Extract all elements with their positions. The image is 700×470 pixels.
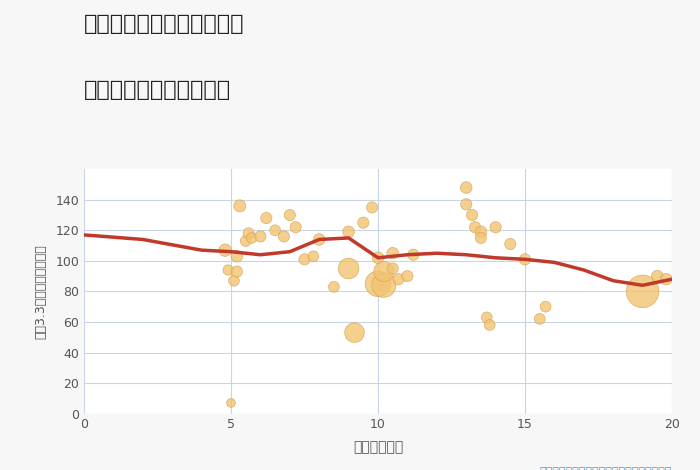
- Point: [220, 246, 231, 254]
- Point: [279, 233, 290, 240]
- Point: [231, 252, 242, 260]
- Point: [475, 234, 486, 242]
- Point: [378, 268, 389, 275]
- Point: [231, 268, 242, 275]
- Point: [484, 321, 496, 329]
- Point: [255, 233, 266, 240]
- Point: [481, 313, 492, 321]
- Point: [349, 329, 360, 337]
- Point: [661, 275, 672, 283]
- Point: [328, 283, 339, 290]
- Point: [637, 288, 648, 295]
- Point: [470, 223, 481, 231]
- Text: 福岡県福岡市西区下山門の: 福岡県福岡市西区下山門の: [84, 14, 244, 34]
- Point: [234, 202, 246, 210]
- Point: [228, 277, 239, 284]
- Text: 円の大きさは、取引のあった物件面積を示す: 円の大きさは、取引のあった物件面積を示す: [540, 467, 672, 470]
- Point: [314, 235, 325, 243]
- Point: [378, 282, 389, 289]
- Point: [461, 184, 472, 191]
- Point: [393, 275, 404, 283]
- Point: [372, 254, 384, 261]
- Point: [652, 272, 663, 280]
- Point: [475, 228, 486, 235]
- Point: [466, 211, 477, 219]
- Point: [402, 272, 413, 280]
- Point: [240, 237, 251, 245]
- Point: [461, 201, 472, 208]
- Point: [246, 234, 257, 242]
- Y-axis label: 坪（3.3㎡）単価（万円）: 坪（3.3㎡）単価（万円）: [34, 244, 47, 339]
- Point: [343, 228, 354, 235]
- Point: [534, 315, 545, 322]
- Point: [372, 280, 384, 288]
- Point: [270, 227, 281, 234]
- Point: [225, 399, 237, 407]
- Point: [519, 256, 531, 263]
- Point: [540, 303, 551, 310]
- X-axis label: 駅距離（分）: 駅距離（分）: [353, 440, 403, 454]
- Point: [243, 229, 254, 237]
- Point: [223, 266, 234, 274]
- Point: [284, 211, 295, 219]
- Point: [367, 204, 378, 211]
- Point: [358, 219, 369, 227]
- Point: [490, 223, 501, 231]
- Point: [290, 223, 301, 231]
- Point: [308, 252, 319, 260]
- Point: [407, 251, 419, 258]
- Point: [387, 250, 398, 257]
- Point: [387, 265, 398, 272]
- Text: 駅距離別中古戸建て価格: 駅距離別中古戸建て価格: [84, 80, 231, 100]
- Point: [299, 256, 310, 263]
- Point: [343, 265, 354, 272]
- Point: [505, 240, 516, 248]
- Point: [260, 214, 272, 222]
